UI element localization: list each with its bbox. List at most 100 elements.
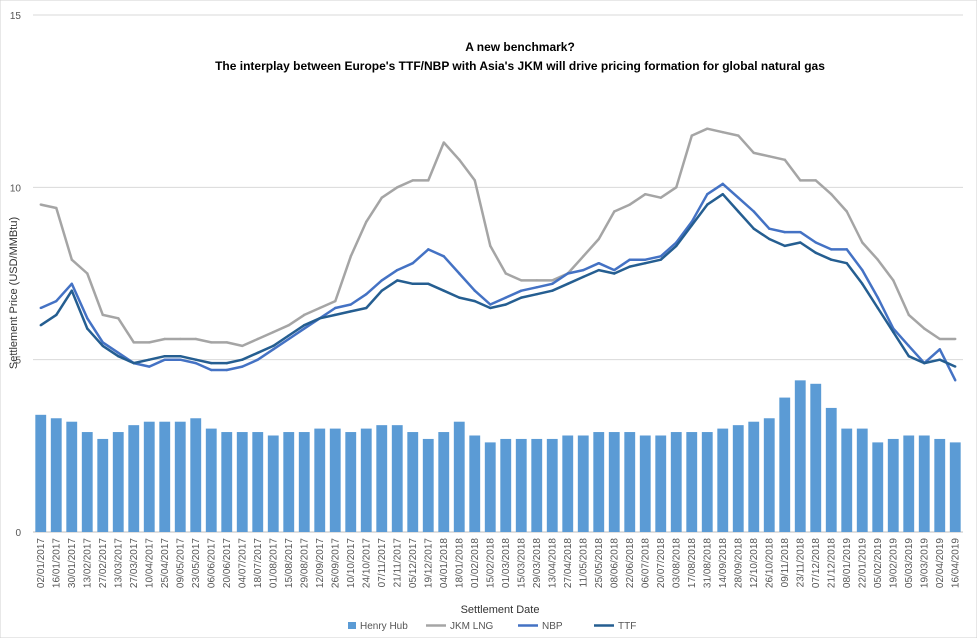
- henry-hub-bar: [670, 432, 682, 532]
- nbp-point: [489, 303, 492, 306]
- nbp-point: [752, 210, 755, 213]
- x-tick-label: 17/08/2018: [687, 538, 698, 588]
- jkm-lng-point: [442, 141, 445, 144]
- ttf-legend-label: TTF: [618, 621, 636, 632]
- jkm-lng-point: [473, 179, 476, 182]
- ttf-point: [923, 361, 926, 365]
- x-tick-label: 12/09/2017: [315, 538, 326, 588]
- henry-hub-bar: [918, 435, 930, 532]
- nbp-point: [225, 368, 228, 372]
- nbp-point: [535, 286, 538, 289]
- ttf-point: [830, 258, 833, 261]
- x-tick-label: 11/05/2018: [578, 538, 589, 588]
- x-tick-label: 27/03/2017: [129, 538, 140, 588]
- nbp-point: [241, 365, 244, 368]
- nbp-point: [55, 299, 58, 303]
- jkm-lng-point: [830, 193, 833, 196]
- x-tick-label: 25/05/2018: [594, 538, 605, 588]
- henry-hub-bar: [190, 418, 202, 532]
- jkm-lng-point: [504, 272, 507, 275]
- nbp-point: [287, 337, 290, 341]
- jkm-lng-point: [737, 134, 740, 137]
- nbp-point: [954, 379, 957, 382]
- x-tick-label: 03/08/2018: [671, 538, 682, 588]
- ttf-point: [706, 203, 709, 206]
- nbp-point: [613, 268, 616, 272]
- nbp-point: [566, 272, 569, 275]
- x-tick-label: 15/03/2018: [516, 538, 527, 588]
- x-axis-title: Settlement Date: [461, 604, 540, 616]
- henry-hub-bar: [732, 425, 744, 532]
- henry-hub-bar: [562, 435, 574, 532]
- lines-layer: [39, 127, 957, 382]
- jkm-lng-point: [535, 279, 538, 282]
- jkm-lng-point: [70, 258, 73, 261]
- henry-hub-bar: [887, 438, 899, 532]
- nbp-point: [256, 358, 259, 361]
- x-tick-label: 16/01/2017: [51, 538, 62, 588]
- x-tick-label: 05/02/2019: [873, 538, 884, 588]
- x-tick-label: 22/06/2018: [625, 538, 636, 588]
- henry-hub-bar: [283, 432, 295, 532]
- jkm-lng-point: [799, 179, 802, 182]
- henry-hub-bar: [546, 438, 558, 532]
- jkm-lng-point: [132, 341, 135, 344]
- jkm-lng-point: [256, 337, 259, 341]
- nbp-point: [799, 230, 802, 234]
- henry-hub-bar: [174, 421, 186, 532]
- jkm-lng-point: [458, 158, 461, 161]
- nbp-point: [814, 241, 817, 244]
- ttf-point: [721, 193, 724, 196]
- henry-hub-bar: [35, 414, 47, 532]
- henry-hub-bar: [655, 435, 667, 532]
- jkm-lng-point: [675, 186, 678, 189]
- henry-hub-bar: [934, 438, 946, 532]
- ttf-point: [163, 355, 166, 358]
- nbp-point: [349, 303, 352, 306]
- jkm-lng-point: [923, 327, 926, 330]
- nbp-point: [644, 258, 647, 261]
- nbp-point: [907, 344, 910, 348]
- nbp-point: [411, 261, 414, 265]
- nbp-point: [210, 368, 213, 372]
- ttf-point: [148, 358, 151, 361]
- nbp-point: [582, 268, 585, 272]
- henry-hub-bar: [949, 442, 961, 532]
- jkm-lng-point: [163, 337, 166, 341]
- jkm-lng-point: [365, 220, 368, 223]
- jkm-lng-point: [241, 344, 244, 348]
- x-tick-label: 09/11/2018: [780, 538, 791, 588]
- x-tick-label: 01/02/2018: [470, 538, 481, 588]
- ttf-point: [582, 275, 585, 279]
- henry-hub-bar: [856, 428, 868, 532]
- jkm-lng-point: [411, 179, 414, 182]
- x-tick-label: 27/02/2017: [98, 538, 109, 588]
- ttf-point: [86, 327, 89, 330]
- x-tick-label: 20/06/2017: [222, 538, 233, 588]
- henry-hub-bar: [66, 421, 78, 532]
- nbp-point: [706, 193, 709, 196]
- ttf-point: [458, 296, 461, 299]
- henry-hub-legend-label: Henry Hub: [360, 621, 408, 632]
- henry-hub-bar: [159, 421, 171, 532]
- jkm-lng-point: [520, 279, 523, 282]
- ttf-point: [504, 303, 507, 306]
- henry-hub-bar: [903, 435, 915, 532]
- ttf-point: [70, 289, 73, 292]
- henry-hub-bar: [205, 428, 217, 532]
- nbp-point: [737, 196, 740, 199]
- jkm-lng-point: [225, 341, 228, 344]
- jkm-lng-point: [706, 127, 709, 130]
- x-tick-label: 31/08/2018: [702, 538, 713, 588]
- x-tick-label: 29/08/2017: [299, 538, 310, 588]
- ttf-point: [737, 210, 740, 213]
- henry-hub-bar: [841, 428, 853, 532]
- nbp-line: [40, 182, 957, 381]
- henry-hub-bar: [748, 421, 760, 532]
- ttf-point: [566, 282, 569, 286]
- jkm-lng-point: [210, 341, 213, 344]
- nbp-point: [504, 296, 507, 299]
- x-tick-label: 15/02/2018: [485, 538, 496, 588]
- x-tick-label: 13/04/2018: [547, 538, 558, 588]
- ttf-point: [256, 351, 259, 354]
